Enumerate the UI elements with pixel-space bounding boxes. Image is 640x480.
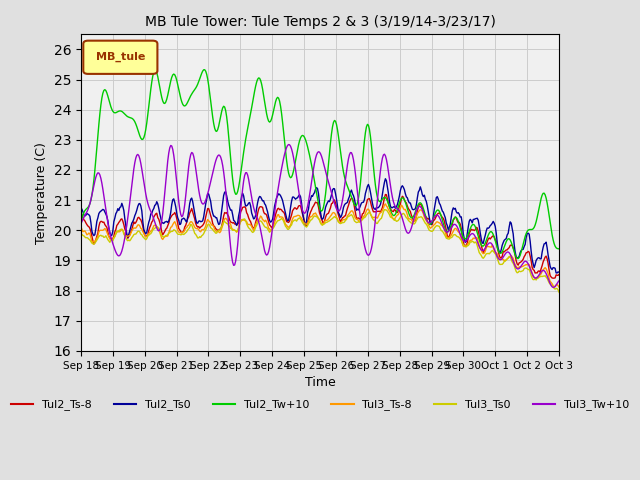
Tul3_Ts-8 — [367, 213, 375, 218]
Title: MB Tule Tower: Tule Temps 2 & 3 (3/19/14-3/23/17): MB Tule Tower: Tule Temps 2 & 3 (3/19/14… — [145, 15, 495, 29]
Tul2_Tw+10 — [77, 219, 84, 225]
Tul3_Tw+10 — [285, 142, 292, 147]
Line: Tul3_Tw+10: Tul3_Tw+10 — [81, 144, 559, 288]
Y-axis label: Temperature (C): Temperature (C) — [35, 142, 48, 243]
Tul3_Ts0 — [344, 214, 352, 219]
Tul2_Ts0 — [367, 195, 375, 201]
Tul3_Tw+10 — [346, 152, 353, 157]
Tul2_Ts-8 — [226, 217, 234, 223]
Tul3_Ts0 — [226, 223, 234, 229]
Tul2_Ts0 — [279, 198, 287, 204]
Tul2_Ts0 — [77, 204, 84, 210]
Tul3_Ts0 — [556, 289, 563, 295]
Tul3_Ts0 — [279, 216, 287, 222]
Line: Tul2_Ts-8: Tul2_Ts-8 — [81, 194, 559, 278]
Tul2_Tw+10 — [346, 188, 353, 194]
Tul2_Ts0 — [381, 176, 389, 181]
Line: Tul2_Ts0: Tul2_Ts0 — [81, 179, 559, 273]
Tul3_Ts0 — [381, 207, 388, 213]
Tul2_Tw+10 — [201, 67, 209, 72]
Line: Tul2_Tw+10: Tul2_Tw+10 — [81, 70, 559, 259]
Line: Tul3_Ts-8: Tul3_Ts-8 — [81, 204, 559, 288]
Tul2_Ts-8 — [549, 276, 557, 281]
Tul2_Ts0 — [513, 254, 520, 260]
Tul2_Ts-8 — [279, 209, 287, 215]
Tul3_Ts-8 — [513, 264, 520, 269]
Tul2_Ts-8 — [513, 258, 520, 264]
Tul3_Tw+10 — [369, 240, 376, 246]
Tul2_Tw+10 — [429, 216, 437, 221]
Tul2_Ts-8 — [381, 192, 389, 197]
Tul3_Tw+10 — [429, 216, 437, 222]
Tul3_Ts0 — [77, 231, 84, 237]
Tul2_Ts-8 — [556, 272, 563, 277]
Tul2_Tw+10 — [280, 129, 287, 135]
Tul2_Tw+10 — [227, 156, 234, 162]
Tul3_Ts0 — [429, 228, 437, 233]
Tul2_Ts-8 — [77, 211, 84, 217]
Tul2_Ts0 — [429, 214, 437, 219]
X-axis label: Time: Time — [305, 376, 335, 389]
Tul3_Tw+10 — [513, 265, 520, 271]
Tul3_Tw+10 — [556, 278, 563, 284]
Tul2_Ts0 — [556, 269, 563, 275]
Tul2_Ts0 — [344, 196, 352, 202]
Tul3_Ts-8 — [556, 285, 563, 290]
Tul3_Tw+10 — [77, 221, 84, 227]
Tul2_Tw+10 — [513, 254, 520, 260]
Tul3_Tw+10 — [226, 234, 234, 240]
Tul2_Tw+10 — [556, 246, 563, 252]
Tul3_Ts0 — [367, 214, 375, 219]
Tul3_Ts-8 — [279, 215, 287, 220]
Line: Tul3_Ts0: Tul3_Ts0 — [81, 210, 559, 292]
Tul3_Ts-8 — [429, 223, 437, 228]
Tul2_Tw+10 — [515, 256, 522, 262]
Tul3_Ts-8 — [344, 212, 352, 217]
Tul2_Ts0 — [553, 270, 561, 276]
Tul3_Ts-8 — [77, 224, 84, 229]
Legend: Tul2_Ts-8, Tul2_Ts0, Tul2_Tw+10, Tul3_Ts-8, Tul3_Ts0, Tul3_Tw+10: Tul2_Ts-8, Tul2_Ts0, Tul2_Tw+10, Tul3_Ts… — [6, 395, 634, 415]
Tul3_Tw+10 — [279, 161, 287, 167]
Text: MB_tule: MB_tule — [96, 52, 145, 62]
Tul2_Ts-8 — [344, 203, 352, 208]
FancyBboxPatch shape — [83, 41, 157, 74]
Tul3_Ts0 — [513, 268, 520, 274]
Tul2_Ts-8 — [429, 218, 437, 224]
Tul3_Tw+10 — [549, 285, 557, 290]
Tul2_Tw+10 — [369, 153, 376, 158]
Tul3_Ts-8 — [226, 220, 234, 226]
Tul2_Ts-8 — [367, 203, 375, 209]
Tul2_Ts0 — [226, 205, 234, 211]
Tul3_Ts-8 — [381, 201, 389, 207]
